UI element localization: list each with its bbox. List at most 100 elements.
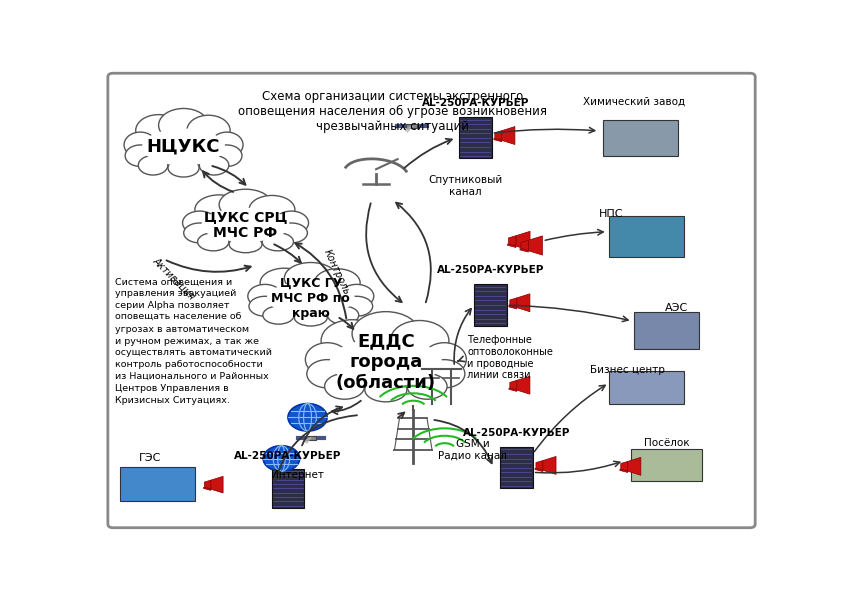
FancyArrowPatch shape <box>396 203 431 302</box>
Polygon shape <box>495 131 502 140</box>
Ellipse shape <box>198 233 229 251</box>
Ellipse shape <box>275 223 307 243</box>
Polygon shape <box>517 376 530 394</box>
FancyArrowPatch shape <box>274 245 301 262</box>
FancyArrowPatch shape <box>454 309 471 364</box>
FancyArrowPatch shape <box>339 318 354 329</box>
Polygon shape <box>520 249 529 252</box>
Text: НПС: НПС <box>599 209 623 219</box>
Ellipse shape <box>195 195 243 224</box>
Ellipse shape <box>295 309 328 326</box>
Text: ЦУКС ГУ
МЧС РФ по
краю: ЦУКС ГУ МЧС РФ по краю <box>271 277 350 320</box>
Text: Схема организации системы экстренного
оповещения населения об угрозе возникновен: Схема организации системы экстренного оп… <box>238 90 546 133</box>
FancyArrowPatch shape <box>203 171 233 192</box>
Text: Химический завод: Химический завод <box>583 96 685 107</box>
Ellipse shape <box>249 296 281 316</box>
Ellipse shape <box>391 321 449 361</box>
Polygon shape <box>517 294 530 312</box>
FancyArrowPatch shape <box>274 415 357 481</box>
Ellipse shape <box>262 233 294 251</box>
Polygon shape <box>494 139 502 142</box>
Text: Бизнес центр: Бизнес центр <box>590 365 664 375</box>
Circle shape <box>264 446 300 471</box>
Ellipse shape <box>138 155 168 175</box>
Polygon shape <box>502 127 515 145</box>
FancyArrowPatch shape <box>404 139 452 168</box>
Bar <box>500 447 533 488</box>
Bar <box>459 117 492 158</box>
Polygon shape <box>535 468 543 472</box>
Ellipse shape <box>328 306 359 324</box>
Bar <box>634 312 699 349</box>
Text: Интернет: Интернет <box>271 471 324 481</box>
Ellipse shape <box>340 296 373 316</box>
FancyArrowPatch shape <box>302 406 342 446</box>
Text: ГЭС: ГЭС <box>138 453 161 462</box>
Ellipse shape <box>139 125 228 169</box>
FancyArrowPatch shape <box>274 469 280 476</box>
Text: AL-250РА-КУРЬЕР: AL-250РА-КУРЬЕР <box>234 451 342 461</box>
Text: AL-250РА-КУРЬЕР: AL-250РА-КУРЬЕР <box>462 428 570 438</box>
FancyArrowPatch shape <box>434 420 492 464</box>
Ellipse shape <box>249 195 295 224</box>
Text: Телефонные
оптоволоконные
и проводные
линии связи: Телефонные оптоволоконные и проводные ли… <box>467 336 553 380</box>
Ellipse shape <box>365 378 407 402</box>
Text: ЦУКС СРЦ
МЧС РФ: ЦУКС СРЦ МЧС РФ <box>204 210 287 240</box>
Ellipse shape <box>306 343 349 376</box>
Polygon shape <box>620 469 627 472</box>
FancyArrowPatch shape <box>536 461 620 473</box>
Ellipse shape <box>158 108 209 142</box>
Text: Посёлок: Посёлок <box>643 438 690 448</box>
Bar <box>610 216 685 257</box>
Ellipse shape <box>200 155 229 175</box>
Ellipse shape <box>339 284 374 308</box>
Ellipse shape <box>263 306 294 324</box>
Bar <box>603 120 678 156</box>
Polygon shape <box>543 456 556 474</box>
Polygon shape <box>205 480 210 489</box>
Ellipse shape <box>314 269 360 297</box>
Ellipse shape <box>306 359 348 388</box>
Ellipse shape <box>264 278 358 318</box>
Text: Система оповещения и
управления эвакуацией
серии Alpha позволяет
оповещать насел: Система оповещения и управления эвакуаци… <box>115 277 272 405</box>
Bar <box>631 449 702 481</box>
Ellipse shape <box>142 129 225 165</box>
Polygon shape <box>210 477 223 493</box>
Ellipse shape <box>184 223 216 243</box>
FancyArrowPatch shape <box>535 386 605 452</box>
Text: ЕДДС
города
(области): ЕДДС города (области) <box>336 333 436 392</box>
Text: AL-250РА-КУРЬЕР: AL-250РА-КУРЬЕР <box>436 265 544 275</box>
Ellipse shape <box>424 359 465 388</box>
Circle shape <box>288 403 327 431</box>
Polygon shape <box>516 231 530 250</box>
FancyArrowPatch shape <box>167 261 251 272</box>
Ellipse shape <box>211 145 242 167</box>
Ellipse shape <box>325 374 365 399</box>
Text: AL-250РА-КУРЬЕР: AL-250РА-КУРЬЕР <box>422 98 529 108</box>
Text: АЭС: АЭС <box>664 303 688 313</box>
Text: НЦУКС: НЦУКС <box>147 138 221 156</box>
Text: Активация: Активация <box>151 255 197 302</box>
FancyArrowPatch shape <box>332 401 361 414</box>
Ellipse shape <box>125 145 156 167</box>
Ellipse shape <box>274 211 308 234</box>
Bar <box>272 469 304 508</box>
Ellipse shape <box>260 268 309 298</box>
FancyArrowPatch shape <box>545 230 603 240</box>
FancyArrowPatch shape <box>296 243 346 318</box>
Ellipse shape <box>352 312 419 356</box>
Ellipse shape <box>248 284 282 308</box>
Ellipse shape <box>267 281 354 315</box>
Bar <box>474 284 507 325</box>
FancyArrowPatch shape <box>397 412 404 418</box>
FancyArrowPatch shape <box>509 305 628 321</box>
Polygon shape <box>627 458 641 475</box>
Ellipse shape <box>183 211 217 234</box>
Ellipse shape <box>326 334 446 391</box>
Polygon shape <box>509 236 516 246</box>
Text: Спутниковый
канал: Спутниковый канал <box>429 175 503 197</box>
Ellipse shape <box>210 132 243 158</box>
Bar <box>407 124 418 129</box>
Bar <box>306 436 316 440</box>
Polygon shape <box>521 240 529 250</box>
